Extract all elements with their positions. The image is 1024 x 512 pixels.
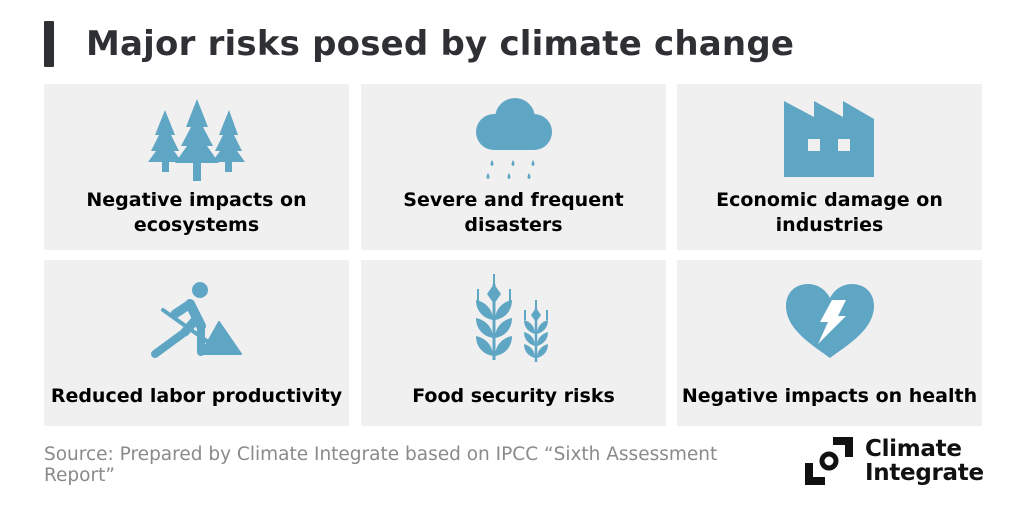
source-note: Source: Prepared by Climate Integrate ba… <box>44 444 718 486</box>
logo-line-2: Integrate <box>865 460 984 486</box>
wheat-icon <box>361 272 666 368</box>
card-labor: Reduced labor productivity <box>44 260 349 426</box>
card-health: Negative impacts on health <box>677 260 982 426</box>
card-industries: Economic damage on industries <box>677 84 982 250</box>
logo-mark-icon <box>805 437 853 485</box>
card-label: Economic damage on industries <box>716 189 943 236</box>
rain-cloud-icon <box>361 96 666 186</box>
trees-icon <box>44 97 349 183</box>
title-accent-bar <box>44 21 54 67</box>
logo-line-1: Climate <box>865 436 962 462</box>
factory-icon <box>677 101 982 179</box>
card-label: Severe and frequent disasters <box>403 189 624 236</box>
card-label: Negative impacts on ecosystems <box>86 189 307 236</box>
card-label: Reduced labor productivity <box>50 385 343 407</box>
card-disasters: Severe and frequent disasters <box>361 84 666 250</box>
page-title: Major risks posed by climate change <box>86 24 795 64</box>
card-food: Food security risks <box>361 260 666 426</box>
climate-integrate-logo: Climate Integrate <box>803 435 984 487</box>
worker-shovel-icon <box>44 280 349 360</box>
card-label: Negative impacts on health <box>681 385 978 407</box>
heart-lightning-icon <box>677 282 982 360</box>
card-ecosystems: Negative impacts on ecosystems <box>44 84 349 250</box>
card-label: Food security risks <box>412 385 615 407</box>
